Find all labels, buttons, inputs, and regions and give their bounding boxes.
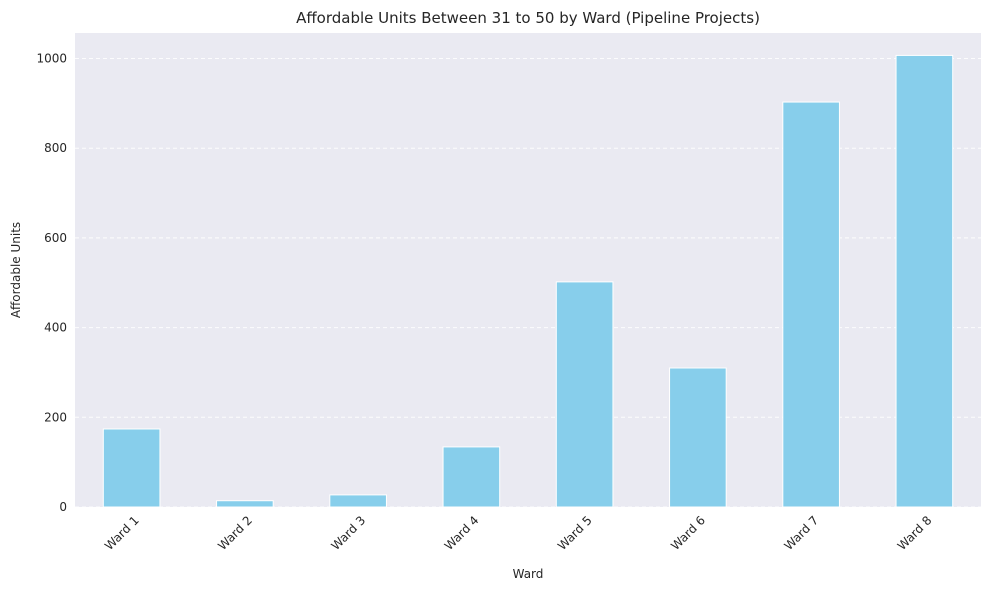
x-tick-label: Ward 4 [442,513,482,553]
y-axis-ticks: 0 200 400 600 800 1000 [36,52,67,514]
x-axis-label: Ward [513,567,544,581]
bar-ward-2 [216,500,274,508]
y-tick-label: 0 [59,500,67,514]
bar-ward-7 [782,101,840,508]
bar-ward-4 [442,446,501,508]
y-tick-label: 800 [44,141,67,155]
y-tick-label: 600 [44,231,67,245]
y-tick-label: 200 [44,410,67,424]
x-tick-label: Ward 8 [895,513,935,553]
bar-ward-5 [555,281,614,508]
y-tick-label: 1000 [36,52,67,66]
y-axis-label: Affordable Units [9,222,23,318]
bars [102,54,954,508]
x-tick-label: Ward 7 [781,513,821,553]
plot-area [75,33,981,507]
bar-ward-3 [329,494,387,508]
x-tick-label: Ward 5 [555,513,595,553]
x-tick-label: Ward 3 [328,513,368,553]
bar-ward-1 [102,428,161,508]
chart-title: Affordable Units Between 31 to 50 by War… [296,9,760,27]
x-tick-label: Ward 6 [668,513,708,553]
y-tick-label: 400 [44,321,67,335]
x-tick-label: Ward 1 [102,513,142,553]
bar-ward-8 [895,54,954,508]
x-tick-label: Ward 2 [215,513,255,553]
x-axis-ticks: Ward 1 Ward 2 Ward 3 Ward 4 Ward 5 Ward 6 Ward… [102,513,935,553]
bar-ward-6 [669,367,727,508]
